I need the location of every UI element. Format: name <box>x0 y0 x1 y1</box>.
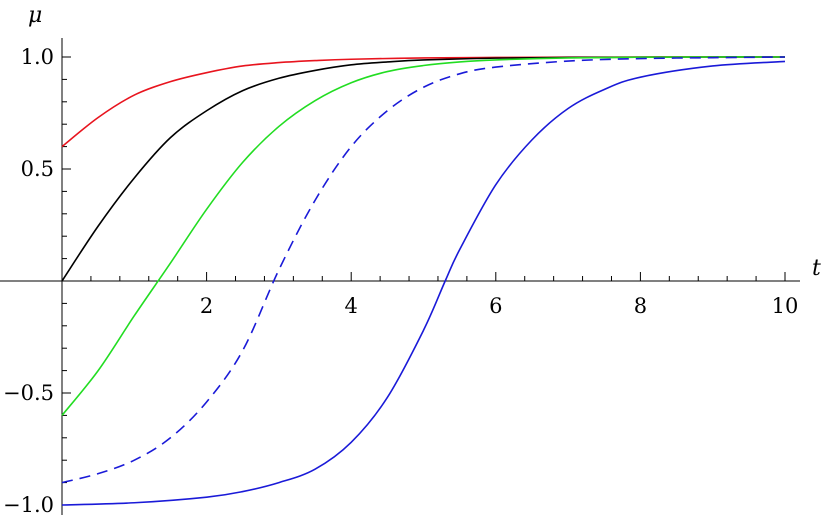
series-line-5 <box>61 60 786 506</box>
x-tick-label: 8 <box>634 294 647 318</box>
y-tick-label: 1.0 <box>21 45 54 69</box>
series-curves <box>61 56 786 506</box>
x-tick-label: 4 <box>345 294 358 318</box>
series-line-2 <box>61 56 786 282</box>
x-tick-label: 2 <box>200 294 213 318</box>
tick-labels: 2 4 6 8 10 −1.0 −0.5 0.5 1.0 <box>3 45 798 517</box>
x-axis-label: t <box>812 256 821 281</box>
tick-marks <box>62 56 786 506</box>
y-tick-label: −0.5 <box>3 381 54 405</box>
y-axis-label: μ <box>28 3 42 28</box>
x-tick-label: 6 <box>489 294 502 318</box>
y-tick-label: −1.0 <box>3 493 54 517</box>
series-line-3 <box>61 56 786 416</box>
x-tick-label: 10 <box>772 294 799 318</box>
axes <box>0 38 800 515</box>
y-tick-label: 0.5 <box>21 157 54 181</box>
series-line-4 <box>61 56 786 484</box>
